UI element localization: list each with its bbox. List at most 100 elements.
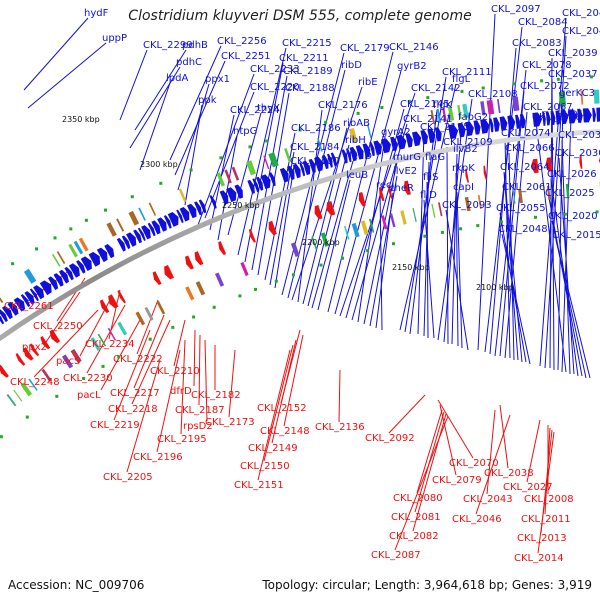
reverse-gene-label: CKL_2136 xyxy=(315,422,365,433)
reverse-callout-line xyxy=(198,334,201,406)
forward-callout-line xyxy=(426,181,429,339)
forward-gene-arrow xyxy=(247,179,255,194)
forward-gene-arrow xyxy=(473,120,481,135)
forward-gene-arrow xyxy=(179,207,190,222)
reverse-callout-line xyxy=(126,359,161,473)
feature-block xyxy=(320,232,329,247)
forward-gene-arrow xyxy=(346,148,352,163)
reverse-gene-label: CKL_2081 xyxy=(391,512,441,523)
forward-gene-label: CKL_2220 xyxy=(250,82,300,93)
forward-gene-label: rkpK xyxy=(452,163,475,174)
forward-gene-label: CKL_2025 xyxy=(545,188,595,199)
reverse-gene-label: CKL_2152 xyxy=(257,403,307,414)
forward-gene-arrow xyxy=(362,143,371,158)
forward-gene-arrow xyxy=(121,235,131,250)
feature-block xyxy=(224,169,232,184)
forward-gene-label: CKL_2097 xyxy=(491,4,541,15)
reverse-gene-label: CKL_2196 xyxy=(133,452,183,463)
forward-gene-arrow xyxy=(268,172,276,187)
feature-block xyxy=(464,196,471,212)
rna-marker xyxy=(356,111,360,115)
forward-gene-label: CKL_2061 xyxy=(502,182,552,193)
reverse-gene-arrow xyxy=(164,265,174,280)
forward-gene-label: pdhB xyxy=(182,40,208,51)
forward-gene-arrow xyxy=(151,220,161,235)
forward-gene-label: CKL_2084 xyxy=(518,17,568,28)
forward-gene-arrow xyxy=(489,118,494,133)
forward-gene-arrow xyxy=(226,187,237,203)
forward-gene-label: CKL_2108 xyxy=(468,89,518,100)
forward-gene-arrow xyxy=(252,178,259,193)
reverse-gene-arrow xyxy=(579,154,583,169)
feature-block xyxy=(144,306,154,321)
forward-callout-line xyxy=(535,121,567,373)
forward-gene-label: CKL_2040 xyxy=(562,26,600,37)
reverse-gene-label: CKL_2234 xyxy=(85,339,135,350)
accession-text: Accession: NC_009706 xyxy=(8,578,145,592)
rna-marker xyxy=(101,364,105,368)
forward-gene-arrow xyxy=(507,115,516,130)
rna-marker xyxy=(298,128,302,132)
forward-callout-line xyxy=(281,52,345,296)
forward-callout-line xyxy=(129,66,181,149)
reverse-gene-label: CKL_2148 xyxy=(260,426,310,437)
genome-backbone xyxy=(0,129,600,342)
reverse-gene-label: CKL_2217 xyxy=(110,388,160,399)
rna-marker xyxy=(366,249,370,253)
feature-block xyxy=(431,203,436,218)
forward-callout-line xyxy=(264,132,296,281)
forward-gene-label: CKL_2145 xyxy=(400,99,450,110)
forward-gene-label: lpdA xyxy=(166,73,188,84)
forward-gene-arrow xyxy=(420,129,428,145)
forward-gene-label: CKL_2056 xyxy=(532,112,582,123)
forward-callout-lines xyxy=(23,13,591,379)
forward-callout-line xyxy=(555,239,591,379)
forward-callout-line xyxy=(369,175,398,327)
feature-block xyxy=(20,382,33,397)
forward-gene-arrow xyxy=(198,199,207,214)
reverse-gene-label: CKL_2149 xyxy=(248,443,298,454)
feature-block xyxy=(62,354,74,369)
forward-gene-arrow xyxy=(64,266,74,281)
forward-gene-arrow xyxy=(2,305,13,320)
forward-gene-arrow xyxy=(373,140,382,156)
reverse-callout-line xyxy=(204,339,208,422)
forward-callout-line xyxy=(409,109,438,335)
reverse-gene-label: ppx2 xyxy=(22,342,47,353)
feature-block xyxy=(195,281,206,296)
reverse-gene-label: CKL_2087 xyxy=(371,550,421,561)
forward-callout-line xyxy=(558,157,575,375)
reverse-callout-line xyxy=(271,339,297,444)
feature-block xyxy=(389,213,396,228)
feature-block xyxy=(284,148,291,163)
reverse-callout-line xyxy=(263,344,294,462)
forward-gene-label: fliD xyxy=(420,190,437,201)
forward-gene-arrow xyxy=(29,288,39,302)
rna-marker xyxy=(189,168,193,172)
feature-block xyxy=(156,300,166,315)
reverse-callout-line xyxy=(412,413,447,532)
forward-gene-arrow xyxy=(126,232,137,247)
forward-gene-arrow xyxy=(48,276,59,291)
forward-callout-line xyxy=(177,83,210,191)
forward-gene-arrow xyxy=(499,116,508,131)
reverse-gene-arrow xyxy=(49,329,61,344)
forward-gene-arrow xyxy=(80,256,92,271)
reverse-callout-line xyxy=(180,339,186,435)
forward-gene-label: murG xyxy=(393,152,421,163)
forward-gene-label: recJ xyxy=(376,180,395,191)
reverse-gene-arrow xyxy=(388,185,393,199)
feature-block xyxy=(52,253,61,267)
forward-callout-line xyxy=(445,209,469,351)
scale-tick-label: 2350 kbp xyxy=(62,115,100,124)
forward-callout-line xyxy=(489,47,517,355)
reverse-callout-line xyxy=(156,349,181,453)
forward-gene-label: CKL_2064 xyxy=(500,162,550,173)
reverse-gene-arrow xyxy=(108,294,119,309)
forward-callout-line xyxy=(505,191,523,363)
forward-gene-arrow xyxy=(147,222,156,237)
scale-tick-label: 2300 kbp xyxy=(140,160,178,169)
forward-gene-arrow xyxy=(405,133,413,148)
forward-callout-line xyxy=(197,73,255,226)
